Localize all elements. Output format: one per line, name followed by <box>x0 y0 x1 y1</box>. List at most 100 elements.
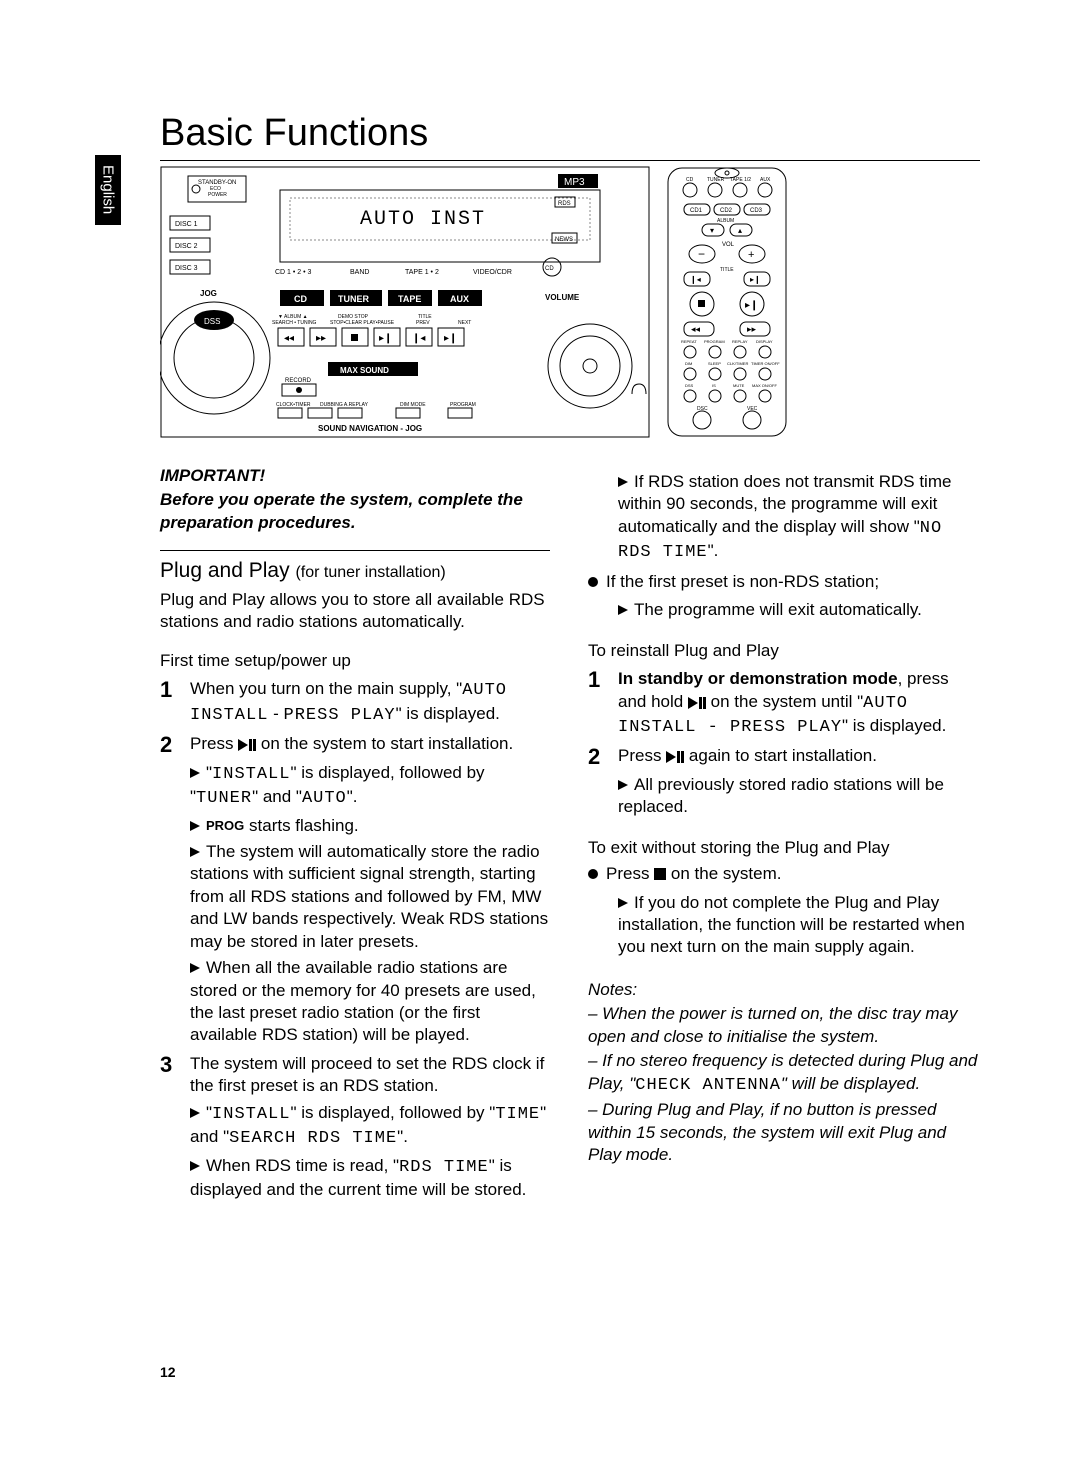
svg-text:❙◂: ❙◂ <box>690 275 701 284</box>
step-number: 2 <box>588 745 606 768</box>
arrow-icon <box>618 477 628 487</box>
content-area: IMPORTANT! Before you operate the system… <box>160 465 978 1202</box>
svg-text:DUBBING A.REPLAY: DUBBING A.REPLAY <box>320 402 369 408</box>
play-pause-icon <box>238 735 256 757</box>
lcd-text: CHECK ANTENNA <box>635 1076 781 1095</box>
page-number: 12 <box>160 1364 176 1380</box>
svg-text:POWER: POWER <box>208 192 227 198</box>
svg-text:AUX: AUX <box>760 177 771 183</box>
svg-text:DSS: DSS <box>685 383 694 388</box>
svg-text:TITLE: TITLE <box>720 267 734 273</box>
section-heading-sub: (for tuner installation) <box>295 564 445 581</box>
svg-text:VIDEO/CDR: VIDEO/CDR <box>473 269 512 276</box>
section-heading: Plug and Play (for tuner installation) <box>160 557 550 585</box>
svg-text:+: + <box>748 249 754 261</box>
svg-text:DISPLAY: DISPLAY <box>756 339 773 344</box>
text: on the system to start installation. <box>256 734 513 753</box>
text: The programme will exit automatically. <box>634 600 922 619</box>
lcd-text: INSTALL <box>212 765 290 784</box>
arrow-icon <box>618 780 628 790</box>
section-rule <box>160 550 550 551</box>
svg-text:PREV: PREV <box>416 320 430 326</box>
arrow-icon <box>618 898 628 908</box>
notes-block: Notes: – When the power is turned on, th… <box>588 979 978 1167</box>
svg-text:◂◂: ◂◂ <box>691 324 701 334</box>
reinstall-step-1: 1 In standby or demonstration mode, pres… <box>588 668 978 739</box>
svg-text:VOL: VOL <box>722 242 735 248</box>
text: If the first preset is non-RDS station; <box>606 572 879 591</box>
bullet-line: Press on the system. <box>588 863 978 885</box>
step-2: 2 Press on the system to start installat… <box>160 733 550 1047</box>
svg-text:◂◂: ◂◂ <box>284 333 294 344</box>
play-pause-icon <box>666 747 684 769</box>
svg-text:TAPE: TAPE <box>398 294 421 304</box>
svg-text:DIM MODE: DIM MODE <box>400 402 426 408</box>
result-line: When all the available radio stations ar… <box>190 957 550 1047</box>
svg-text:SLEEP: SLEEP <box>708 361 721 366</box>
remote-illustration: CD TUNER TAPE 1/2 AUX CD1 CD2 CD3 ALBUM … <box>662 166 792 438</box>
svg-text:CD1: CD1 <box>690 208 703 214</box>
svg-text:CD: CD <box>294 294 307 304</box>
text-bold: In standby or demonstration mode <box>618 669 898 688</box>
step-1: 1 When you turn on the main supply, "AUT… <box>160 678 550 727</box>
arrow-icon <box>190 821 200 831</box>
step-number: 3 <box>160 1053 178 1076</box>
text: When you turn on the main supply, " <box>190 679 462 698</box>
svg-text:VOLUME: VOLUME <box>545 293 580 302</box>
text: on the system until " <box>706 692 863 711</box>
lcd-text: TIME <box>495 1105 540 1124</box>
language-tab: English <box>95 155 121 225</box>
result-line: If you do not complete the Plug and Play… <box>588 892 978 959</box>
result-line: "INSTALL" is displayed, followed by "TIM… <box>190 1102 550 1151</box>
lcd-text: AUTO <box>302 789 347 808</box>
svg-text:NEWS: NEWS <box>555 237 573 243</box>
svg-text:MAX SOUND: MAX SOUND <box>340 366 389 375</box>
step-body: In standby or demonstration mode, press … <box>618 668 978 739</box>
svg-text:AUTO INST: AUTO INST <box>360 208 486 231</box>
svg-text:DIM: DIM <box>685 361 692 366</box>
svg-text:▸❙: ▸❙ <box>750 275 761 284</box>
svg-text:MUTE: MUTE <box>733 383 745 388</box>
svg-text:▸❙: ▸❙ <box>745 300 758 311</box>
svg-text:RDS: RDS <box>558 201 571 207</box>
svg-text:SEARCH • TUNING: SEARCH • TUNING <box>272 320 317 326</box>
step-number: 1 <box>160 678 178 701</box>
page-title: Basic Functions <box>160 112 428 155</box>
step-body: Press on the system to start installatio… <box>190 733 550 1047</box>
lcd-text: PRESS PLAY <box>284 706 396 725</box>
svg-text:TAPE 1 • 2: TAPE 1 • 2 <box>405 269 439 276</box>
svg-text:IS: IS <box>712 383 716 388</box>
text: again to start installation. <box>684 746 877 765</box>
text: ". <box>397 1127 408 1146</box>
svg-text:TAPE 1/2: TAPE 1/2 <box>730 177 751 183</box>
text: When all the available radio stations ar… <box>190 958 536 1044</box>
result-line: If RDS station does not transmit RDS tim… <box>588 471 978 565</box>
text: " is displayed. <box>842 716 946 735</box>
svg-text:CLOCK•TIMER: CLOCK•TIMER <box>276 402 311 408</box>
bullet-icon <box>588 869 598 879</box>
text: ". <box>347 787 358 806</box>
text: Press <box>606 864 654 883</box>
svg-text:▴: ▴ <box>738 226 742 235</box>
svg-text:CD3: CD3 <box>750 208 763 214</box>
step-3: 3 The system will proceed to set the RDS… <box>160 1053 550 1202</box>
svg-text:PROGRAM: PROGRAM <box>704 339 725 344</box>
arrow-icon <box>190 847 200 857</box>
result-line: "INSTALL" is displayed, followed by "TUN… <box>190 762 550 811</box>
step-body: The system will proceed to set the RDS c… <box>190 1053 550 1202</box>
arrow-icon <box>190 963 200 973</box>
svg-text:BAND: BAND <box>350 269 369 276</box>
lcd-text: RDS TIME <box>399 1158 489 1177</box>
text: " will be displayed. <box>781 1074 920 1093</box>
text: Press <box>190 734 238 753</box>
svg-text:❙◂: ❙◂ <box>412 333 425 344</box>
step-number: 1 <box>588 668 606 691</box>
result-line: All previously stored radio stations wil… <box>618 774 978 819</box>
svg-text:CD 1 • 2 • 3: CD 1 • 2 • 3 <box>275 269 312 276</box>
device-illustration: AUTO INST MP3 RDS NEWS STANDBY-ON ECOPOW… <box>160 166 650 438</box>
svg-text:DISC 1: DISC 1 <box>175 221 198 228</box>
svg-text:DSS: DSS <box>204 317 220 326</box>
text: If you do not complete the Plug and Play… <box>618 893 965 957</box>
svg-text:DSC: DSC <box>697 406 708 412</box>
text: If RDS station does not transmit RDS tim… <box>618 472 951 536</box>
